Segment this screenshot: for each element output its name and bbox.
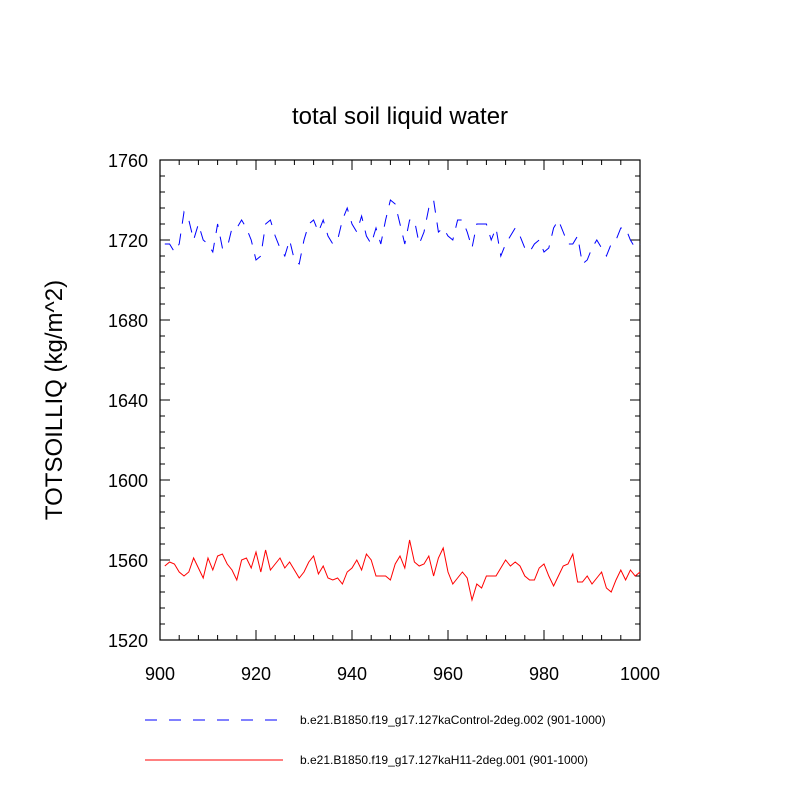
axis-tick-labels: 900 920 940 960 980 1000 1520 1560 1600 1640 1680 1… (108, 151, 660, 684)
plot-frame (159, 159, 641, 641)
legend-entry-label: b.e21.B1850.f19_g17.127kaH11-2deg.001 (9… (300, 753, 588, 767)
x-tick-label: 980 (529, 664, 559, 684)
x-tick-label: 1000 (620, 664, 660, 684)
y-tick-label: 1720 (108, 231, 148, 251)
series-line-h11 (164, 539, 641, 602)
legend-entry-label: b.e21.B1850.f19_g17.127kaControl-2deg.00… (300, 713, 606, 727)
y-tick-label: 1680 (108, 311, 148, 331)
y-tick-label: 1600 (108, 471, 148, 491)
legend: b.e21.B1850.f19_g17.127kaControl-2deg.00… (145, 713, 606, 767)
chart-title: total soil liquid water (292, 103, 508, 130)
x-tick-label: 940 (337, 664, 367, 684)
y-tick-label: 1760 (108, 151, 148, 171)
y-tick-label: 1560 (108, 551, 148, 571)
series-layer (164, 198, 641, 602)
y-tick-label: 1640 (108, 391, 148, 411)
series-line-control (164, 198, 641, 265)
y-axis-label: TOTSOILLIQ (kg/m^2) (41, 280, 68, 520)
axis-ticks (159, 159, 641, 641)
x-tick-label: 900 (145, 664, 175, 684)
x-tick-label: 960 (433, 664, 463, 684)
y-tick-label: 1520 (108, 631, 148, 651)
x-tick-label: 920 (241, 664, 271, 684)
